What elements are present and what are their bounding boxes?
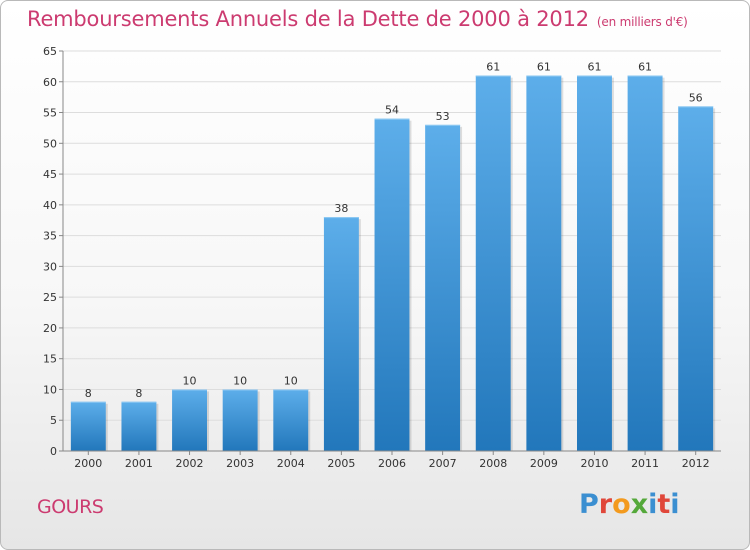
y-tick-label: 55 (43, 107, 57, 120)
x-tick-label: 2007 (429, 457, 457, 470)
x-tick-label: 2001 (125, 457, 153, 470)
data-label: 10 (284, 374, 298, 387)
x-tick-label: 2002 (176, 457, 204, 470)
bar (425, 124, 461, 451)
bar (475, 75, 511, 451)
logo-letter: i (648, 489, 658, 520)
axes: 0 5 10 15 20 25 30 35 40 45 50 55 60 65 2000 2001 2002 20… (43, 45, 721, 470)
place-name: GOURS (37, 496, 104, 518)
y-tick-label: 50 (43, 137, 57, 150)
logo-letter: t (657, 489, 671, 520)
y-tick-label: 40 (43, 199, 57, 212)
x-tick-label: 2009 (530, 457, 558, 470)
x-tick-label: 2005 (327, 457, 355, 470)
data-label: 10 (233, 374, 247, 387)
unit-label: (en milliers d'€) (596, 15, 688, 29)
bar (374, 118, 410, 451)
proxiti-logo: Proxiti (579, 489, 680, 520)
y-tick-label: 45 (43, 168, 57, 181)
chart-title: Remboursements Annuels de la Dette de 20… (27, 7, 688, 31)
data-label: 53 (436, 110, 450, 123)
y-tick-label: 60 (43, 76, 57, 89)
data-label: 38 (334, 202, 348, 215)
y-tick-label: 30 (43, 260, 57, 273)
bar (273, 389, 309, 451)
x-tick-label: 2011 (631, 457, 659, 470)
y-tick-label: 0 (50, 445, 57, 458)
x-tick-label: 2000 (74, 457, 102, 470)
y-tick-label: 5 (50, 414, 57, 427)
data-label: 8 (135, 387, 142, 400)
y-tick-label: 15 (43, 353, 57, 366)
data-label: 54 (385, 104, 399, 117)
data-label: 56 (689, 91, 703, 104)
logo-letter: i (670, 489, 680, 520)
logo-letter: x (630, 489, 649, 520)
logo-letter: r (598, 489, 613, 520)
x-tick-label: 2006 (378, 457, 406, 470)
y-tick-label: 65 (43, 45, 57, 58)
bar (678, 106, 714, 451)
y-tick-label: 25 (43, 291, 57, 304)
x-tick-label: 2008 (479, 457, 507, 470)
data-label: 61 (486, 61, 500, 74)
title-text: Remboursements Annuels de la Dette de 20… (27, 7, 589, 31)
y-tick-label: 35 (43, 230, 57, 243)
data-label: 10 (183, 374, 197, 387)
logo-letter: P (579, 489, 599, 520)
x-tick-label: 2003 (226, 457, 254, 470)
bar (627, 75, 663, 451)
bar (172, 389, 208, 451)
y-tick-label: 20 (43, 322, 57, 335)
data-label: 61 (537, 61, 551, 74)
bars (70, 75, 716, 451)
bar (526, 75, 562, 451)
bar (323, 217, 359, 451)
data-label: 61 (638, 61, 652, 74)
x-tick-label: 2010 (580, 457, 608, 470)
bar (121, 401, 157, 451)
x-tick-label: 2012 (682, 457, 710, 470)
y-tick-label: 10 (43, 383, 57, 396)
data-labels: 8 8 10 10 10 38 54 53 61 61 61 61 56 (85, 61, 703, 400)
bar (70, 401, 106, 451)
x-tick-label: 2004 (277, 457, 305, 470)
bar (222, 389, 258, 451)
bar (576, 75, 612, 451)
data-label: 61 (587, 61, 601, 74)
logo-letter: o (612, 489, 631, 520)
data-label: 8 (85, 387, 92, 400)
